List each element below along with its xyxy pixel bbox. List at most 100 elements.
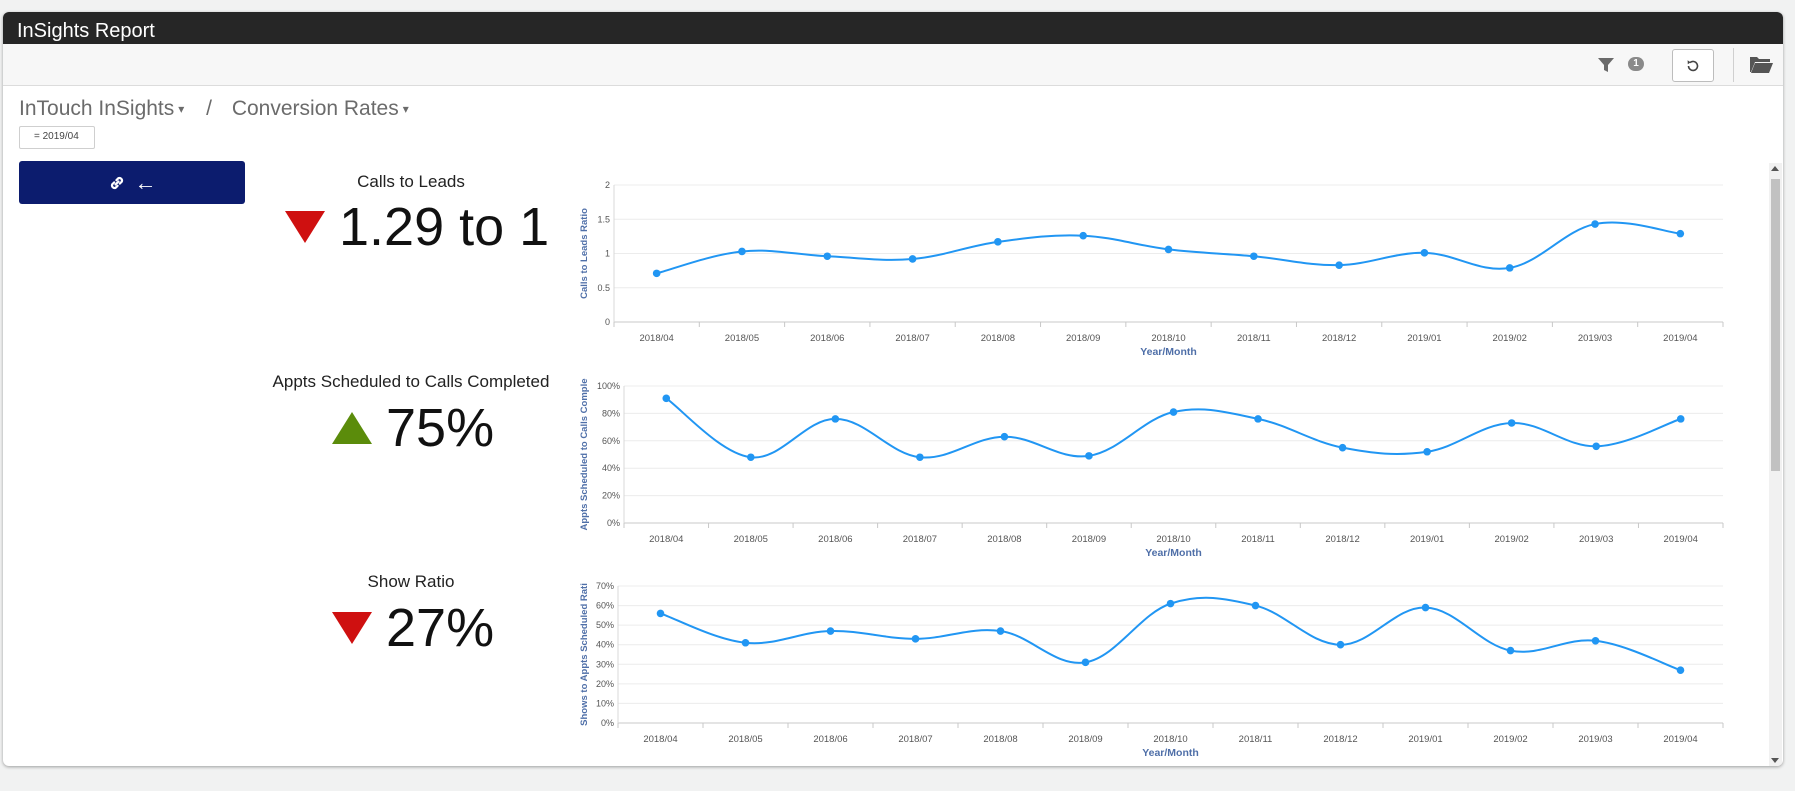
report-window: InSights Report 1 InTouch InSights ▾ / Co… (3, 12, 1783, 766)
data-point (662, 394, 671, 403)
series-line (665, 397, 1682, 459)
data-point (908, 255, 917, 263)
appts-to-calls-chart: 0% 20% 40% 60% 80% 100% 2018/04 2018/05 2018/06 2… (579, 378, 1724, 559)
x-tick-label: 2018/04 (639, 333, 673, 344)
y-tick-label: 1 (605, 249, 610, 259)
back-arrow-icon: ← (134, 169, 157, 195)
x-tick-label: 2018/07 (903, 534, 937, 545)
x-tick-label: 2019/03 (1578, 333, 1612, 344)
data-point (1338, 443, 1347, 452)
x-tick-label: 2018/12 (1322, 333, 1356, 344)
data-point (747, 453, 755, 462)
data-point (1254, 415, 1262, 423)
x-tick-label: 2018/10 (1156, 534, 1190, 545)
scroll-up-icon[interactable] (1771, 166, 1779, 171)
x-tick-label: 2018/08 (987, 534, 1021, 545)
data-point (1166, 599, 1175, 608)
data-point (1676, 415, 1685, 423)
scroll-down-icon[interactable] (1771, 758, 1779, 763)
x-tick-label: 2018/12 (1325, 534, 1359, 545)
x-axis-title: Year/Month (1142, 747, 1199, 759)
toolbar: 1 (3, 44, 1783, 86)
y-tick-label: 30% (596, 659, 614, 669)
trend-up-icon (332, 412, 372, 444)
x-tick-label: 2018/09 (1066, 333, 1100, 344)
x-tick-label: 2018/11 (1241, 534, 1275, 545)
y-tick-label: 2 (605, 180, 610, 190)
y-tick-label: 0 (605, 317, 610, 327)
window-title: InSights Report (3, 12, 1783, 44)
data-point (1079, 231, 1087, 240)
refresh-button[interactable] (1672, 49, 1714, 82)
folder-open-icon[interactable] (1748, 53, 1774, 75)
data-point (823, 252, 832, 261)
data-point (996, 627, 1005, 635)
data-point (1591, 220, 1599, 228)
data-point (738, 247, 746, 256)
data-point (1505, 264, 1514, 272)
x-tick-label: 2018/11 (1239, 734, 1273, 745)
data-point (1336, 640, 1345, 649)
x-tick-label: 2019/02 (1493, 333, 1527, 344)
data-point (1081, 658, 1090, 667)
x-tick-label: 2018/05 (734, 534, 768, 545)
filter-icon[interactable] (1596, 55, 1616, 75)
series-line (660, 596, 1681, 672)
data-point (1000, 432, 1009, 441)
data-point (1592, 442, 1600, 451)
x-tick-label: 2018/06 (810, 333, 844, 344)
kpi-value: 1.29 to 1 (339, 197, 550, 257)
scrollbar-thumb[interactable] (1771, 179, 1780, 471)
y-axis-title: Appts Scheduled to Calls Comple (579, 378, 590, 530)
data-point (1676, 229, 1685, 238)
breadcrumb-separator: / (206, 97, 212, 120)
kpi-title-calls-to-leads: Calls to Leads (357, 172, 465, 191)
chevron-down-icon[interactable]: ▾ (178, 102, 185, 117)
y-tick-label: 50% (596, 620, 614, 630)
breadcrumb: InTouch InSights ▾ / Conversion Rates ▾ (19, 97, 409, 121)
data-point (1420, 249, 1429, 257)
data-point (1169, 408, 1178, 416)
data-point (826, 627, 835, 635)
y-tick-label: 1.5 (597, 214, 610, 224)
x-tick-label: 2019/01 (1407, 333, 1441, 344)
x-tick-label: 2019/01 (1410, 534, 1444, 545)
x-tick-label: 2018/12 (1323, 734, 1357, 745)
kpi-title-show-ratio: Show Ratio (367, 572, 455, 591)
x-tick-label: 2018/04 (649, 534, 683, 545)
x-tick-label: 2019/02 (1493, 734, 1527, 745)
breadcrumb-root[interactable]: InTouch InSights (19, 97, 175, 120)
y-tick-label: 80% (602, 408, 620, 418)
y-tick-label: 60% (596, 601, 614, 611)
data-point (1085, 452, 1093, 460)
x-tick-label: 2018/10 (1151, 333, 1185, 344)
data-point (1591, 637, 1600, 645)
x-tick-label: 2018/06 (818, 534, 852, 545)
data-point (911, 635, 920, 643)
date-filter-chip[interactable]: = 2019/04 (19, 126, 95, 149)
data-point (994, 238, 1002, 246)
y-axis-title: Shows to Appts Scheduled Rati (579, 583, 590, 726)
data-point (1251, 601, 1260, 610)
link-back-button[interactable]: ← (19, 161, 245, 204)
data-point (1506, 646, 1515, 655)
y-tick-label: 100% (597, 381, 620, 391)
y-tick-label: 70% (596, 581, 614, 591)
x-tick-label: 2019/04 (1663, 333, 1697, 344)
data-point (831, 415, 840, 423)
filter-count-badge[interactable]: 1 (1628, 57, 1644, 71)
kpi-value: 75% (386, 398, 495, 458)
x-tick-label: 2019/03 (1579, 534, 1613, 545)
x-tick-label: 2018/09 (1072, 534, 1106, 545)
y-tick-label: 20% (602, 491, 620, 501)
data-point (1164, 245, 1173, 254)
y-tick-label: 40% (602, 463, 620, 473)
x-tick-label: 2018/08 (983, 734, 1017, 745)
data-point (741, 638, 750, 647)
chevron-down-icon[interactable]: ▾ (402, 102, 409, 117)
vertical-scrollbar[interactable] (1769, 163, 1782, 766)
breadcrumb-current[interactable]: Conversion Rates (231, 97, 399, 120)
data-point (1421, 603, 1430, 612)
x-tick-label: 2019/01 (1408, 734, 1442, 745)
data-point (1423, 447, 1431, 456)
